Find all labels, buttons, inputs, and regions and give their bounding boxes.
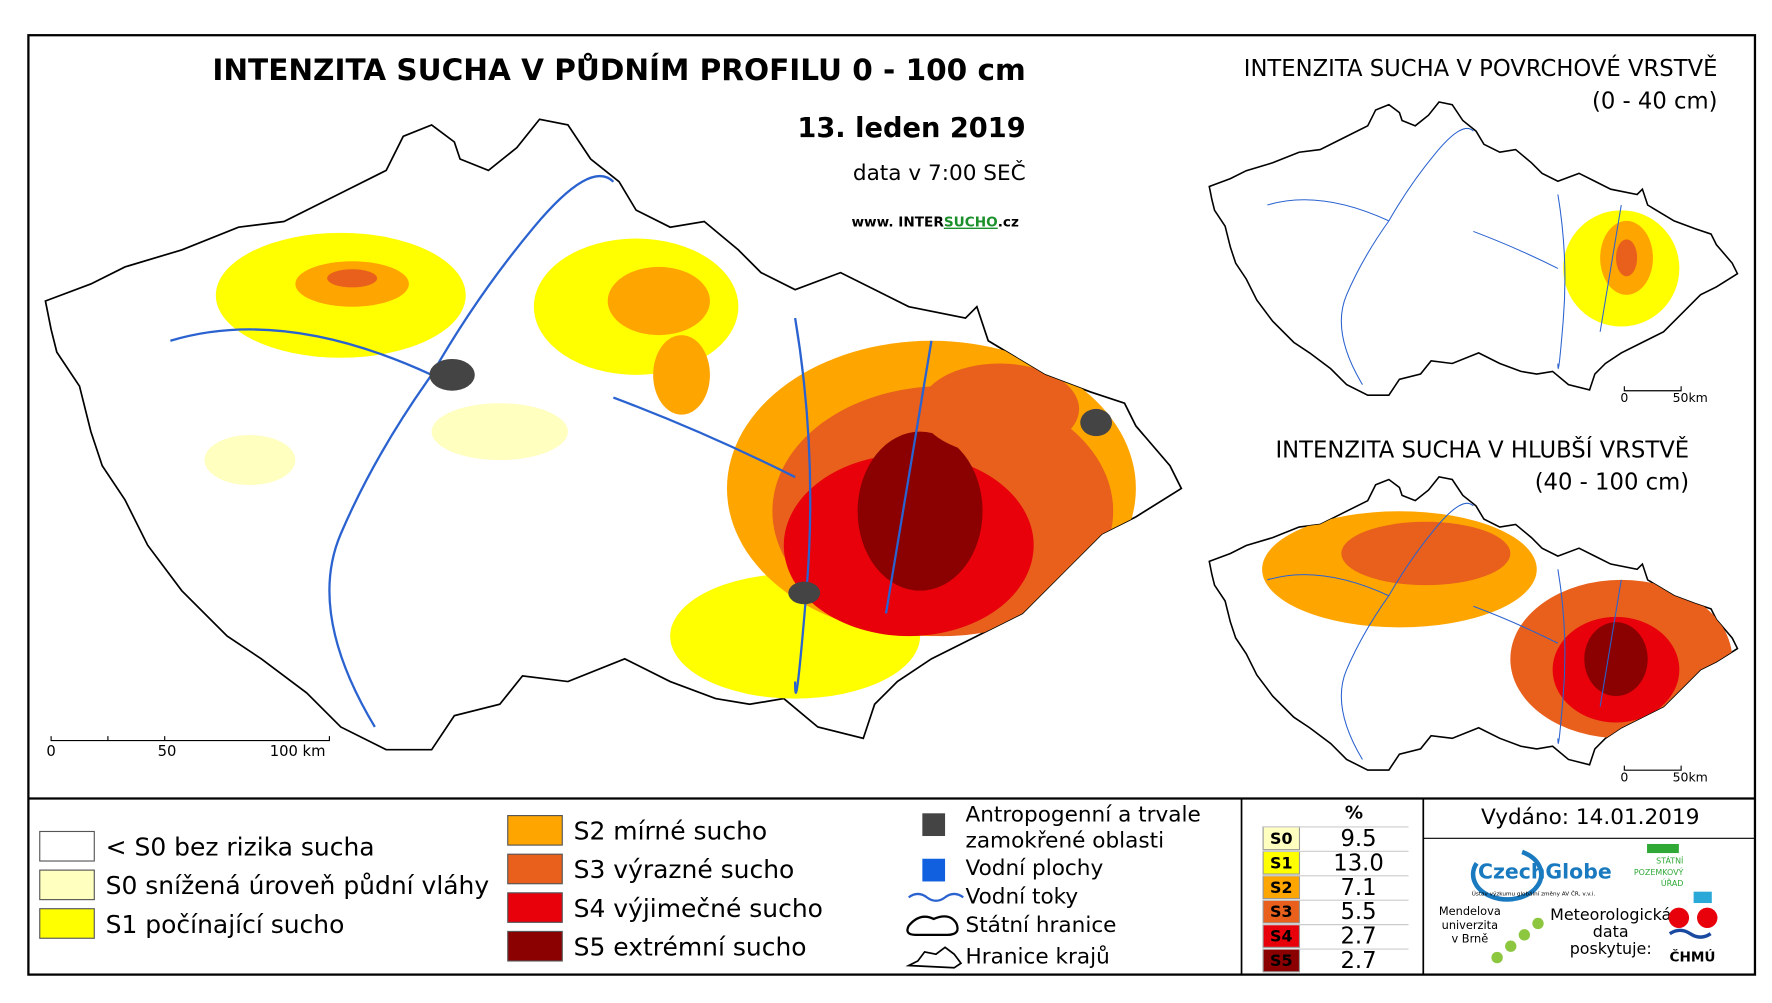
table-value: 2.7 [1340,924,1376,950]
main-map [44,118,1183,751]
legend-label: Vodní toky [966,884,1079,909]
table-class: S4 [1270,927,1293,946]
legend-label: S1 počínající sucho [106,910,345,939]
data-time: data v 7:00 SEČ [853,160,1026,186]
scale-label: 50 [158,743,177,760]
logo-text: POZEMKOVÝ [1634,866,1684,877]
inset-depth: (0 - 40 cm) [1592,89,1718,115]
table-class: S2 [1270,878,1293,897]
scale-label: 50km [1673,770,1708,785]
table-value: 7.1 [1340,875,1376,901]
legend-label: Státní hranice [966,913,1117,938]
table-value: 2.7 [1340,948,1376,974]
chmu-logo: ČHMÚ [1669,948,1715,966]
logo-text: univerzita [1442,918,1498,932]
main-title: INTENZITA SUCHA V PŮDNÍM PROFILU 0 - 100… [212,51,1025,87]
legend-label: Hranice krajů [966,945,1110,970]
logos: CzechGlobe Ústav výzkumu globální změny … [1439,843,1718,966]
inset-title: INTENZITA SUCHA V POVRCHOVÉ VRSTVĚ [1244,54,1718,82]
scale-bar [50,736,330,742]
logo-text: v Brně [1451,931,1488,945]
scale-label: 50km [1673,390,1708,405]
inset-surface-map [1208,101,1739,396]
logo-text: Mendelova [1439,904,1501,918]
inset-title: INTENZITA SUCHA V HLUBŠÍ VRSTVĚ [1275,435,1689,463]
legend-label: S3 výrazné sucho [574,855,795,884]
table-value: 9.5 [1340,826,1376,852]
logo-text: Meteorologická [1550,905,1671,924]
table-class: S5 [1270,951,1293,970]
legend-swatch [39,830,95,862]
scale-label: 100 km [270,743,326,760]
issued: Vydáno: 14.01.2019 [1481,805,1699,830]
legend-swatch [507,892,563,923]
legend-icon [922,858,946,882]
table-class: S3 [1270,902,1293,921]
legend-icon [905,946,963,969]
table-class: S1 [1270,853,1293,872]
legend-label: zamokřené oblasti [966,829,1165,854]
legend: < S0 bez rizika sucha S0 snížená úroveň p… [39,803,1201,970]
table-frame [1240,797,1425,976]
legend-label: S0 snížená úroveň půdní vláhy [106,871,490,900]
czechglobe-sub: Ústav výzkumu globální změny AV ČR, v.v.… [1472,890,1596,897]
website: www. INTERSUCHO.cz [851,215,1019,231]
logo-text: data [1593,922,1629,941]
inset-depth: (40 - 100 cm) [1535,469,1689,495]
scale-label: 0 [1620,390,1628,405]
logo-text: ÚŘAD [1661,877,1684,888]
legend-icon [906,915,959,936]
legend-label: Antropogenní a trvale [966,803,1201,828]
czechglobe-logo: CzechGlobe [1478,859,1612,883]
frame [27,34,1757,976]
legend-icon [922,813,946,837]
logo-text: poskytuje: [1570,939,1652,958]
logo-text: STÁTNÍ [1656,855,1684,866]
scale-bar [1623,765,1682,771]
legend-swatch [39,908,95,939]
legend-swatch [507,930,563,962]
inset-deep-map [1208,476,1739,771]
scale-bar [1623,386,1682,392]
legend-label: S4 výjimečné sucho [574,894,823,923]
table-header: % [1345,802,1363,823]
legend-swatch [39,869,95,901]
legend-label: Vodní plochy [966,856,1104,881]
legend-label: S5 extrémní sucho [574,932,807,961]
legend-swatch [507,853,563,885]
table-value: 5.5 [1340,899,1376,925]
scale-label: 0 [46,743,55,760]
legend-label: < S0 bez rizika sucha [106,833,375,862]
legend-label: S2 mírné sucho [574,817,768,846]
legend-icon [908,892,964,902]
scale-label: 0 [1620,770,1628,785]
legend-swatch [507,815,563,846]
date: 13. leden 2019 [797,113,1025,144]
table-value: 13.0 [1333,850,1384,876]
table-class: S0 [1270,829,1293,848]
